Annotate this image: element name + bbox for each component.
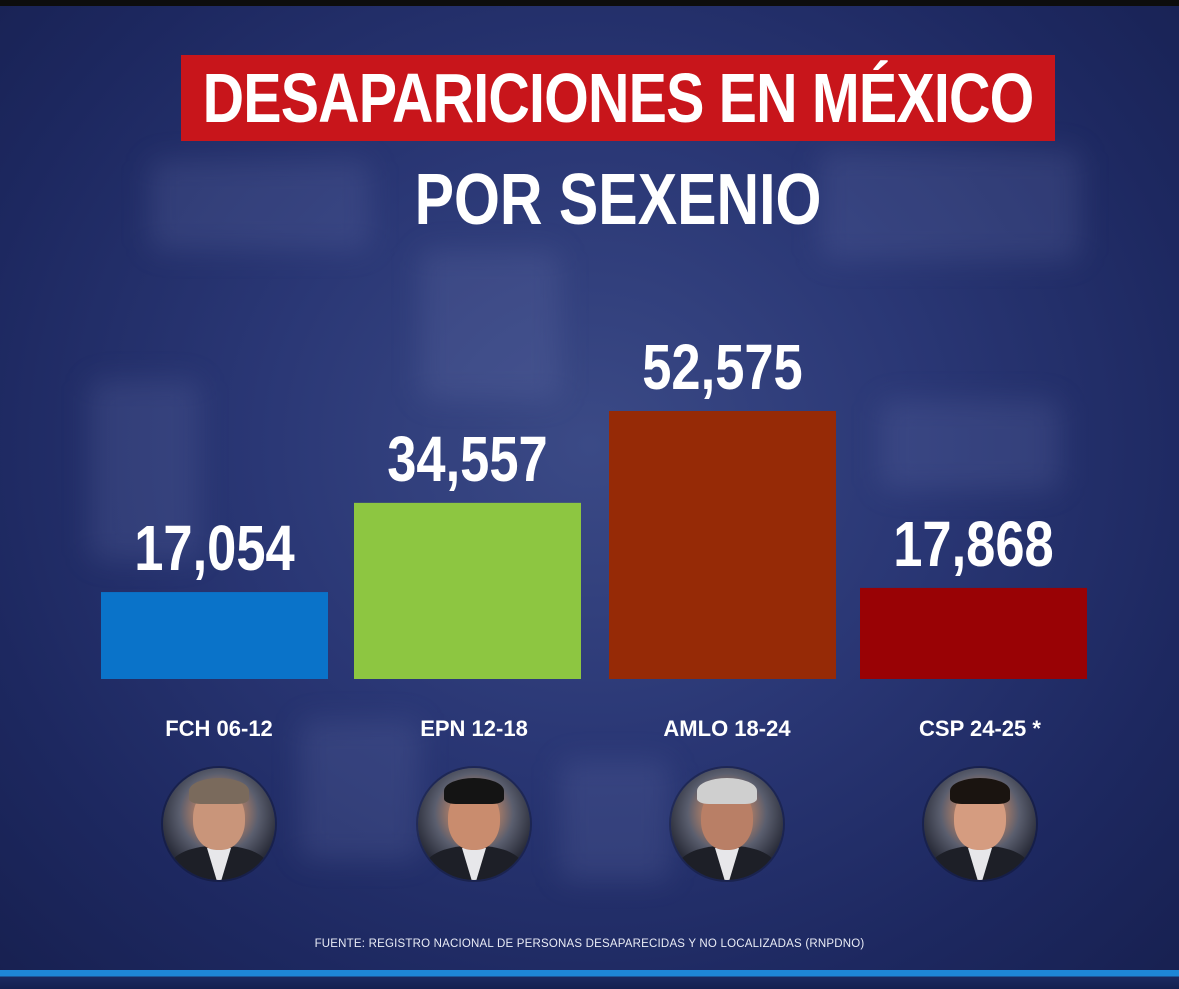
bar-0: [101, 592, 328, 679]
chart-title: DESAPARICIONES EN MÉXICO: [202, 59, 1035, 137]
background-shape: [300, 720, 420, 860]
background-shape: [420, 250, 560, 400]
bottom-accent-strip: [0, 970, 1179, 989]
top-strip: [0, 0, 1179, 6]
category-label: AMLO 18-24: [663, 716, 791, 741]
bar-value-label: 17,054: [134, 513, 295, 584]
background-shape: [820, 150, 1080, 260]
chart-subtitle: POR SEXENIO: [414, 160, 822, 240]
category-label: CSP 24-25 *: [919, 716, 1041, 741]
background-shape: [150, 160, 370, 250]
background-shape: [90, 380, 200, 560]
person-photo-icon: [418, 768, 530, 880]
avatar-hair: [697, 778, 757, 804]
background-shape: [560, 760, 670, 880]
bar-value-label: 34,557: [387, 424, 547, 495]
title-banner: [181, 55, 1055, 141]
avatar-hair: [189, 778, 249, 804]
source-note: FUENTE: REGISTRO NACIONAL DE PERSONAS DE…: [314, 938, 865, 950]
bar-3: [860, 587, 1087, 679]
bar-2: [609, 411, 836, 679]
bar-value-label: 17,868: [893, 509, 1053, 580]
avatar-hair: [444, 778, 504, 804]
person-photo-icon: [671, 768, 783, 880]
category-label: FCH 06-12: [165, 716, 273, 741]
background-shape: [880, 400, 1060, 490]
bar-value-label: 52,575: [642, 332, 802, 403]
person-photo-icon: [163, 768, 275, 880]
avatar-hair: [950, 778, 1010, 804]
person-photo-icon: [924, 768, 1036, 880]
category-label: EPN 12-18: [420, 716, 528, 741]
bar-1: [354, 502, 581, 679]
